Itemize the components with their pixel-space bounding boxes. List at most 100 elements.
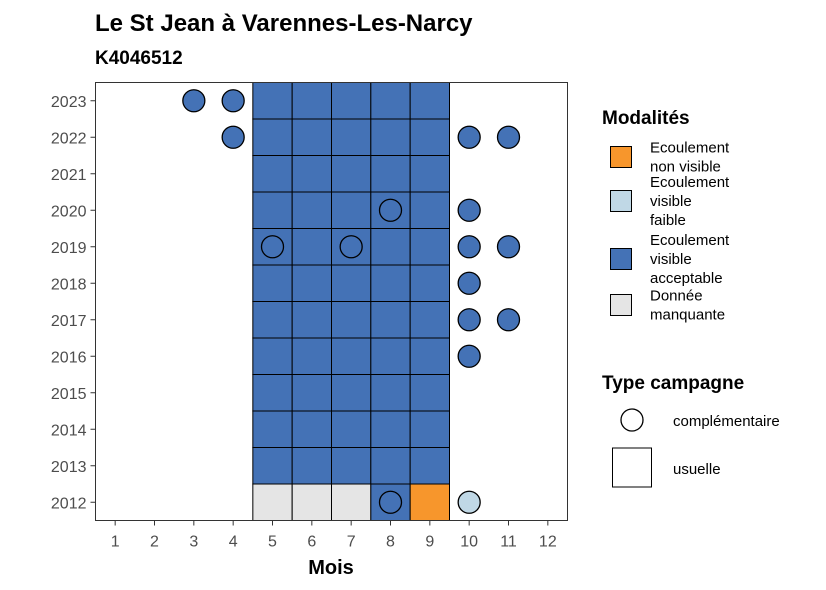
tile-2022-8: [370, 118, 411, 156]
x-tick-label: 12: [539, 534, 557, 551]
tile-2013-6: [291, 447, 332, 485]
x-tick-label: 9: [425, 534, 434, 551]
tile-2017-8: [370, 301, 411, 339]
point-2016-10: [457, 344, 481, 368]
point-2017-10: [457, 308, 481, 332]
chart-title: Le St Jean à Varennes-Les-Narcy: [95, 10, 473, 37]
point-2023-4: [221, 89, 245, 113]
x-tick-label: 10: [460, 534, 478, 551]
legend-label-acceptable: visible: [650, 251, 692, 268]
point-2022-4: [221, 125, 245, 149]
y-tick-label: 2016: [51, 349, 87, 366]
x-tick-label: 4: [229, 534, 238, 551]
tile-2020-9: [409, 191, 450, 229]
tile-2020-7: [331, 191, 372, 229]
tile-2023-5: [252, 82, 293, 120]
legend-label-faible: faible: [650, 212, 686, 229]
tile-2015-6: [291, 374, 332, 412]
y-tick-label: 2012: [51, 495, 87, 512]
x-tick-label: 8: [386, 534, 395, 551]
tile-2017-9: [409, 301, 450, 339]
tile-2022-6: [291, 118, 332, 156]
point-2020-10: [457, 198, 481, 222]
tile-2018-5: [252, 264, 293, 302]
tile-2014-8: [370, 410, 411, 448]
legend-key-non_visible: [610, 146, 632, 168]
tile-2015-8: [370, 374, 411, 412]
tile-2019-6: [291, 228, 332, 266]
point-2020-8: [378, 198, 403, 222]
x-tick-label: 7: [347, 534, 356, 551]
legend-key-faible: [610, 190, 632, 212]
tile-2014-9: [409, 410, 450, 448]
tile-2013-7: [331, 447, 372, 485]
y-tick-label: 2014: [51, 422, 87, 439]
tile-2022-9: [409, 118, 450, 156]
tile-2017-7: [331, 301, 372, 339]
point-2012-8: [378, 490, 403, 514]
legend-key-circle: [620, 408, 644, 432]
point-2019-10: [457, 235, 481, 259]
tile-2016-5: [252, 337, 293, 375]
tile-2021-6: [291, 155, 332, 193]
y-tick-label: 2023: [51, 94, 87, 111]
point-2018-10: [457, 271, 481, 295]
y-tick-label: 2021: [51, 167, 87, 184]
y-tick-label: 2013: [51, 459, 87, 476]
y-tick-label: 2018: [51, 276, 87, 293]
tile-2014-6: [291, 410, 332, 448]
legend-modalites-title: Modalités: [602, 108, 690, 129]
y-tick-label: 2020: [51, 203, 87, 220]
point-2019-11: [496, 235, 521, 259]
x-tick-label: 1: [111, 534, 120, 551]
tile-2020-6: [291, 191, 332, 229]
x-axis-title: Mois: [308, 557, 354, 579]
point-2022-11: [496, 125, 521, 149]
tile-2021-8: [370, 155, 411, 193]
tile-2018-6: [291, 264, 332, 302]
tile-2022-5: [252, 118, 293, 156]
y-tick-label: 2019: [51, 240, 87, 257]
tile-2023-8: [370, 82, 411, 120]
legend-label-non_visible: non visible: [650, 159, 721, 176]
legend-label-faible: visible: [650, 193, 692, 210]
point-2023-3: [182, 89, 206, 113]
legend-key-acceptable: [610, 248, 632, 270]
tile-2012-9: [409, 483, 450, 521]
tile-2021-5: [252, 155, 293, 193]
point-2022-10: [457, 125, 481, 149]
tile-2013-8: [370, 447, 411, 485]
point-2019-5: [260, 235, 285, 259]
tile-2016-9: [409, 337, 450, 375]
y-tick-label: 2022: [51, 130, 87, 147]
point-2012-10: [457, 490, 481, 514]
tile-2016-7: [331, 337, 372, 375]
x-tick-label: 6: [307, 534, 316, 551]
panel-border: [95, 82, 568, 521]
tile-2022-7: [331, 118, 372, 156]
legend-key-square: [612, 447, 652, 488]
tile-2021-9: [409, 155, 450, 193]
point-2017-11: [496, 308, 521, 332]
tile-2017-6: [291, 301, 332, 339]
x-tick-label: 5: [268, 534, 277, 551]
tile-2023-9: [409, 82, 450, 120]
tile-2012-7: [331, 483, 372, 521]
y-axis: 2012 2013 2014 2015 2016 2017 2018 2019 2020 2021…: [51, 94, 96, 512]
tile-2019-9: [409, 228, 450, 266]
tile-2013-5: [252, 447, 293, 485]
tile-2023-7: [331, 82, 372, 120]
legend-label-manquante: manquante: [650, 307, 725, 324]
tile-2012-5: [252, 483, 293, 521]
legend-label-circle: complémentaire: [673, 413, 780, 430]
tile-2015-5: [252, 374, 293, 412]
tile-2021-7: [331, 155, 372, 193]
tile-2018-9: [409, 264, 450, 302]
legend-label-non_visible: Ecoulement: [650, 140, 730, 157]
tile-2015-7: [331, 374, 372, 412]
legend-label-acceptable: acceptable: [650, 270, 723, 287]
tile-2018-8: [370, 264, 411, 302]
tile-2016-8: [370, 337, 411, 375]
